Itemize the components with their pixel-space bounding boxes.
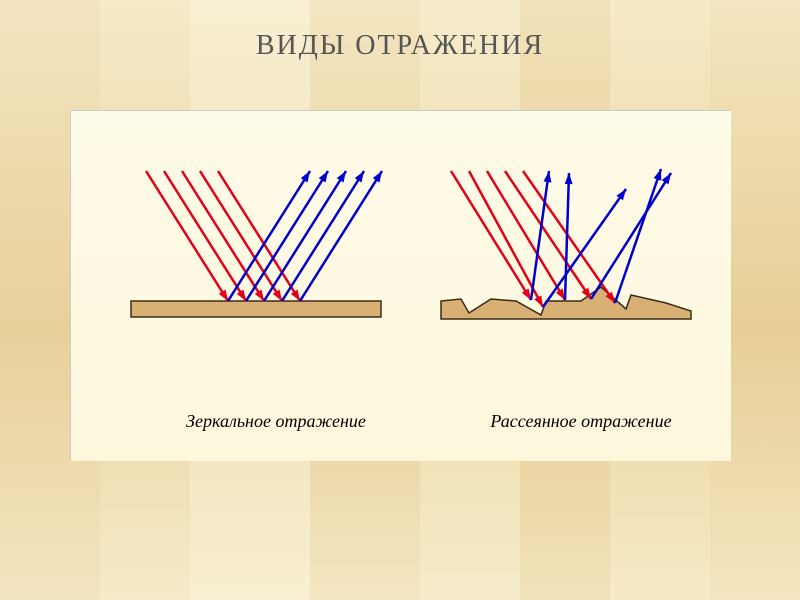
slide-title: ВИДЫ ОТРАЖЕНИЯ — [0, 30, 800, 62]
specular-caption: Зеркальное отражение — [166, 411, 386, 432]
slide: ВИДЫ ОТРАЖЕНИЯ Зеркальное отражение Расс… — [0, 0, 800, 600]
diffuse-caption: Рассеянное отражение — [466, 411, 696, 432]
diagrams-svg — [71, 111, 731, 461]
diagrams-panel: Зеркальное отражение Рассеянное отражени… — [70, 110, 730, 460]
